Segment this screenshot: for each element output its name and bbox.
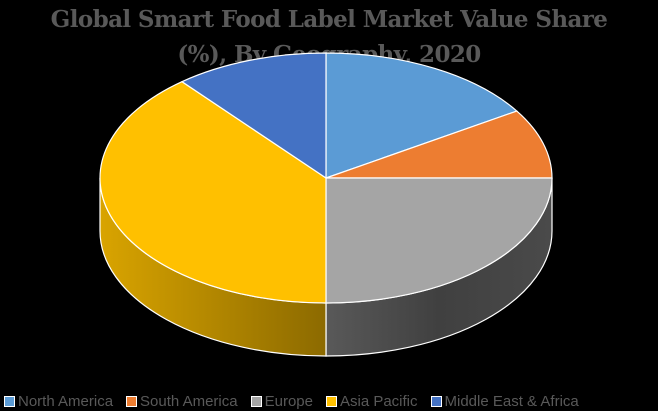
pie-slice-middle-east-africa[interactable]	[180, 52, 327, 180]
legend-item-south-america[interactable]: South America	[126, 393, 238, 410]
legend-swatch-icon	[430, 395, 442, 407]
legend-label: Asia Pacific	[339, 392, 418, 410]
pie-slice-asia-pacific[interactable]	[99, 81, 327, 304]
legend-item-north-america[interactable]: North America	[4, 393, 113, 410]
legend-swatch-icon	[126, 395, 138, 407]
pie-slice-north-america[interactable]	[325, 52, 518, 179]
legend-label: Middle East & Africa	[444, 392, 579, 410]
legend-label: South America	[140, 392, 238, 410]
legend-item-middle-east-africa[interactable]: Middle East & Africa	[430, 392, 579, 410]
legend-item-asia-pacific[interactable]: Asia Pacific	[325, 392, 418, 410]
pie-slice-europe[interactable]	[325, 177, 553, 304]
chart-title-line-1: Global Smart Food Label Market Value Sha…	[50, 6, 608, 33]
legend-label: Europe	[264, 392, 313, 410]
legend-item-europe[interactable]: Europe	[250, 392, 313, 410]
legend: North America South America Europe Asia …	[0, 391, 658, 411]
legend-swatch-icon	[4, 395, 15, 407]
legend-swatch-icon	[250, 395, 262, 407]
pie-slice-south-america[interactable]	[325, 110, 553, 179]
legend-label: North America	[18, 392, 114, 410]
pie-top-slices	[99, 52, 553, 304]
legend-swatch-icon	[325, 395, 337, 407]
